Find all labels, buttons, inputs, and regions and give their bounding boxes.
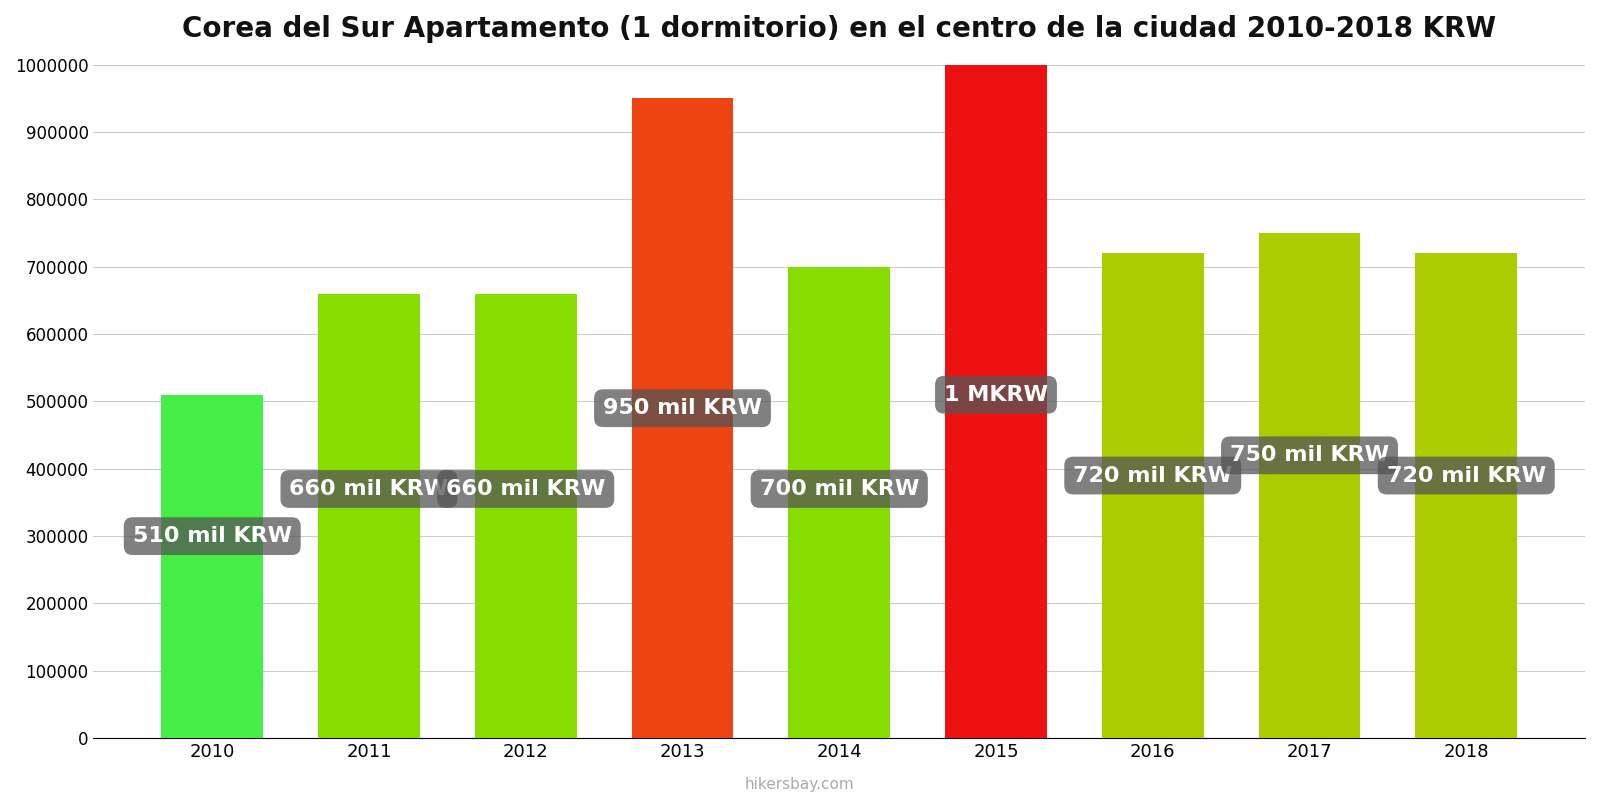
Text: 720 mil KRW: 720 mil KRW bbox=[1074, 466, 1232, 486]
Text: 950 mil KRW: 950 mil KRW bbox=[603, 398, 762, 418]
Text: 700 mil KRW: 700 mil KRW bbox=[760, 479, 918, 499]
Bar bbox=[1259, 233, 1360, 738]
Bar bbox=[632, 98, 733, 738]
Text: hikersbay.com: hikersbay.com bbox=[746, 777, 854, 792]
Bar bbox=[1102, 254, 1203, 738]
Bar bbox=[318, 294, 419, 738]
Text: 750 mil KRW: 750 mil KRW bbox=[1230, 446, 1389, 466]
Text: 510 mil KRW: 510 mil KRW bbox=[133, 526, 291, 546]
Bar bbox=[946, 65, 1046, 738]
Text: 660 mil KRW: 660 mil KRW bbox=[290, 479, 448, 499]
Bar bbox=[162, 394, 262, 738]
Bar bbox=[789, 266, 890, 738]
Title: Corea del Sur Apartamento (1 dormitorio) en el centro de la ciudad 2010-2018 KRW: Corea del Sur Apartamento (1 dormitorio)… bbox=[182, 15, 1496, 43]
Text: 1 MKRW: 1 MKRW bbox=[944, 385, 1048, 405]
Text: 720 mil KRW: 720 mil KRW bbox=[1387, 466, 1546, 486]
Bar bbox=[475, 294, 576, 738]
Bar bbox=[1416, 254, 1517, 738]
Text: 660 mil KRW: 660 mil KRW bbox=[446, 479, 605, 499]
